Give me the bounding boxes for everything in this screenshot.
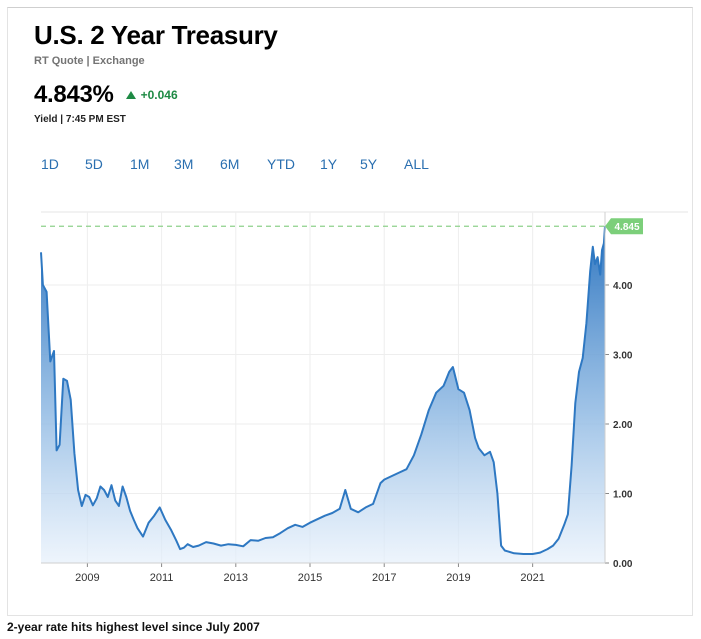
range-tabs: 1D 5D 1M 3M 6M YTD 1Y 5Y ALL (41, 152, 444, 176)
axis-ticks: 0.00 1.00 2.00 3.00 4.00 2009 2011 2013 2015 2017… (41, 212, 633, 584)
change-value: +0.046 (140, 88, 178, 102)
y-tick-label: 1.00 (613, 489, 633, 500)
x-tick-label: 2021 (520, 572, 544, 584)
x-tick-label: 2019 (446, 572, 470, 584)
price-row: 4.843% +0.046 (34, 81, 178, 109)
tab-3m[interactable]: 3M (174, 156, 194, 172)
page-title: U.S. 2 Year Treasury (34, 20, 278, 50)
x-tick-label: 2017 (372, 572, 396, 584)
chart-caption: 2-year rate hits highest level since Jul… (7, 620, 260, 634)
yield-area (41, 226, 605, 563)
y-tick-label: 4.00 (613, 281, 633, 292)
y-tick-label: 3.00 (613, 350, 633, 361)
tab-6m[interactable]: 6M (220, 156, 240, 172)
grid-lines (41, 211, 688, 563)
x-tick-label: 2015 (298, 572, 322, 584)
y-tick-label: 0.00 (613, 559, 633, 570)
tab-5d[interactable]: 5D (85, 156, 103, 172)
yield-value: 4.843% (34, 81, 114, 108)
tab-1y[interactable]: 1Y (320, 156, 338, 172)
tab-1m[interactable]: 1M (130, 156, 150, 172)
tab-all[interactable]: ALL (404, 156, 429, 172)
yield-line (40, 226, 606, 555)
quote-meta: Yield | 7:45 PM EST (34, 114, 126, 125)
badge-shape (605, 218, 643, 235)
x-tick-label: 2011 (150, 572, 174, 584)
last-value-badge: 4.845 (605, 218, 643, 235)
y-tick-label: 2.00 (613, 420, 633, 431)
tab-5y[interactable]: 5Y (360, 156, 378, 172)
up-arrow-icon (125, 91, 136, 99)
quote-source: RT Quote | Exchange (34, 55, 145, 67)
yield-chart: 0.00 1.00 2.00 3.00 4.00 2009 2011 2013 2015 2017… (40, 211, 688, 584)
badge-label: 4.845 (614, 222, 639, 233)
x-tick-label: 2013 (224, 572, 248, 584)
x-tick-label: 2009 (75, 572, 99, 584)
tab-1d[interactable]: 1D (41, 156, 59, 172)
tab-ytd[interactable]: YTD (267, 156, 295, 172)
change-indicator: +0.046 (125, 88, 178, 102)
